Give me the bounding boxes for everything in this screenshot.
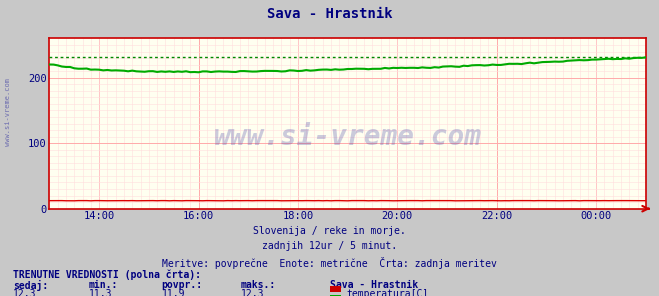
Text: temperatura[C]: temperatura[C] (347, 289, 429, 296)
Text: maks.:: maks.: (241, 280, 275, 290)
Text: 11,3: 11,3 (89, 289, 113, 296)
Text: www.si-vreme.com: www.si-vreme.com (5, 78, 11, 147)
Text: Meritve: povprečne  Enote: metrične  Črta: zadnja meritev: Meritve: povprečne Enote: metrične Črta:… (162, 257, 497, 269)
Text: min.:: min.: (89, 280, 119, 290)
Text: 12,3: 12,3 (13, 289, 37, 296)
Text: Sava - Hrastnik: Sava - Hrastnik (330, 280, 418, 290)
Text: TRENUTNE VREDNOSTI (polna črta):: TRENUTNE VREDNOSTI (polna črta): (13, 269, 201, 280)
Text: 12,3: 12,3 (241, 289, 264, 296)
Text: zadnjih 12ur / 5 minut.: zadnjih 12ur / 5 minut. (262, 241, 397, 251)
Text: Sava - Hrastnik: Sava - Hrastnik (267, 7, 392, 21)
Text: 11,9: 11,9 (161, 289, 185, 296)
Text: www.si-vreme.com: www.si-vreme.com (214, 123, 482, 151)
Text: povpr.:: povpr.: (161, 280, 202, 290)
Text: sedaj:: sedaj: (13, 280, 48, 291)
Text: Slovenija / reke in morje.: Slovenija / reke in morje. (253, 226, 406, 236)
